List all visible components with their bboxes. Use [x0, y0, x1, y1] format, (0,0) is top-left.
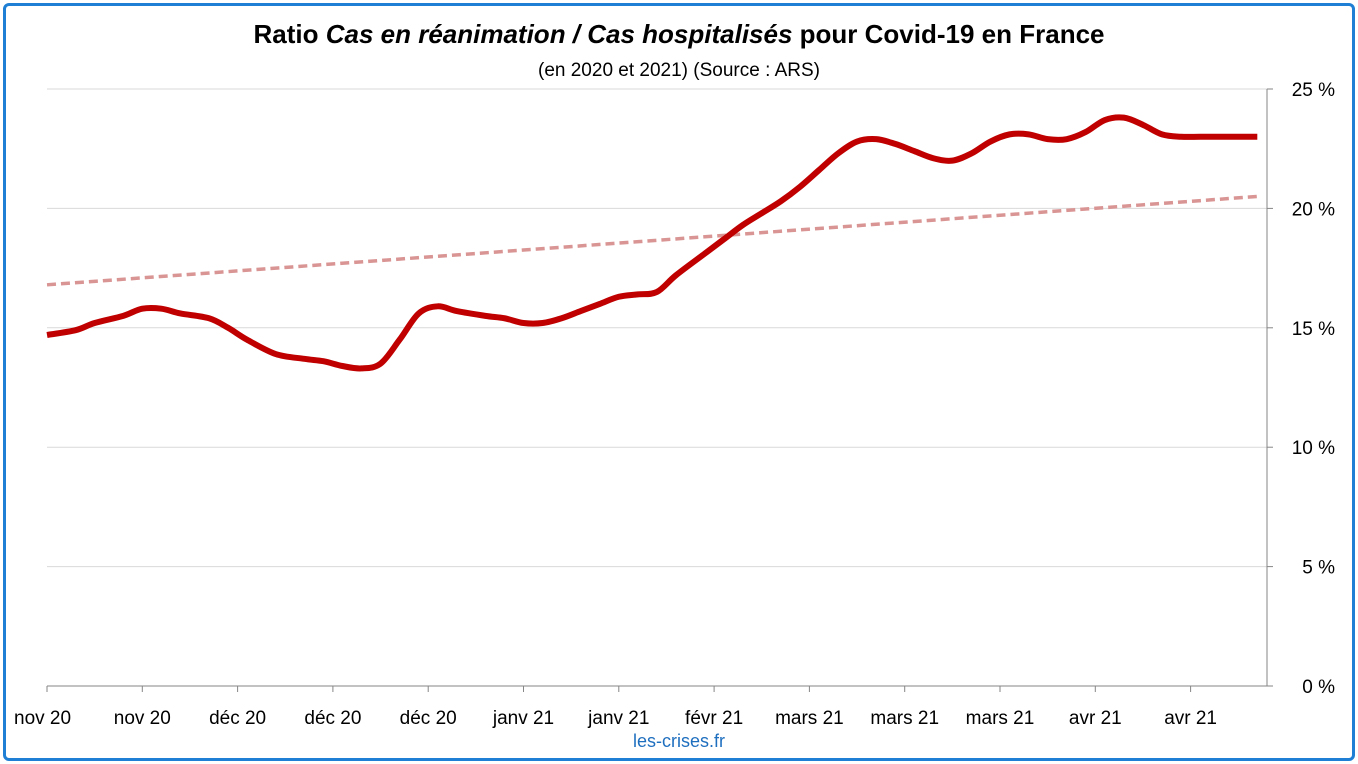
chart-frame: [3, 3, 1355, 761]
x-tick-label: nov 20: [14, 708, 71, 729]
x-tick-label: avr 21: [1164, 708, 1217, 729]
y-tick-label: 10 %: [1292, 438, 1335, 459]
source-label: les-crises.fr: [633, 731, 725, 751]
trend-line: [46, 194, 1258, 287]
title-part-1: Cas en réanimation / Cas hospitalisés: [326, 19, 793, 49]
y-tick-label: 20 %: [1292, 199, 1335, 220]
y-tick-label: 0 %: [1302, 677, 1335, 698]
x-tick-label: nov 20: [114, 708, 171, 729]
y-tick-label: 25 %: [1292, 80, 1335, 101]
y-tick-label: 15 %: [1292, 319, 1335, 340]
chart-subtitle: (en 2020 et 2021) (Source : ARS): [538, 60, 820, 81]
x-tick-label: mars 21: [870, 708, 939, 729]
x-tick-label: avr 21: [1069, 708, 1122, 729]
title-part-2: pour Covid-19 en France: [792, 19, 1104, 49]
chart-title: Ratio Cas en réanimation / Cas hospitali…: [253, 19, 1104, 49]
x-tick-label: déc 20: [304, 708, 361, 729]
title-part-0: Ratio: [253, 19, 325, 49]
x-tick-label: févr 21: [685, 708, 743, 729]
x-tick-label: déc 20: [400, 708, 457, 729]
ratio-line: [46, 114, 1258, 372]
y-tick-label: 5 %: [1302, 558, 1335, 579]
x-tick-label: déc 20: [209, 708, 266, 729]
x-tick-label: mars 21: [966, 708, 1035, 729]
x-tick-label: janv 21: [587, 708, 649, 729]
x-tick-label: janv 21: [492, 708, 554, 729]
x-tick-label: mars 21: [775, 708, 844, 729]
